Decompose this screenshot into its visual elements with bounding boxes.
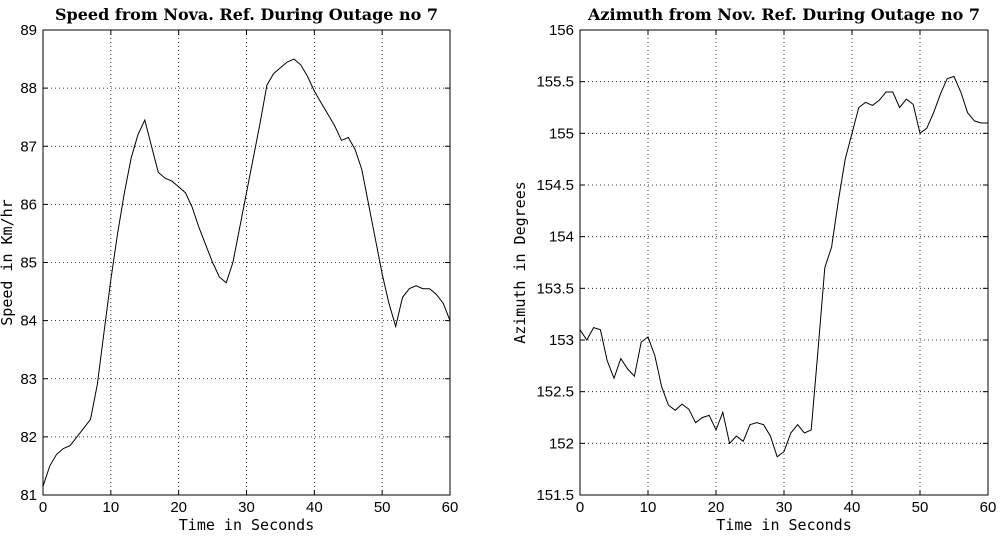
azimuth-chart: 0 10 20 30 40 50 60 151.5 152 152.5 153 153.5 154 154… [511, 5, 996, 534]
azimuth-ytick-label: 154 [549, 229, 574, 246]
azimuth-xtick-label: 40 [844, 499, 861, 516]
azimuth-ytick-label: 151.5 [536, 487, 574, 504]
azimuth-ytick-label: 155 [549, 125, 574, 142]
azimuth-ytick-label: 153.5 [536, 280, 574, 297]
azimuth-chart-title: Azimuth from Nov. Ref. During Outage no … [587, 5, 980, 24]
speed-x-axis-label: Time in Seconds [179, 516, 314, 534]
speed-y-axis-label: Speed in Km/hr [0, 199, 16, 325]
speed-ytick-label: 86 [20, 196, 37, 213]
speed-chart-title: Speed from Nova. Ref. During Outage no 7 [55, 5, 438, 24]
azimuth-ytick-label: 155.5 [536, 74, 574, 91]
azimuth-y-axis-label: Azimuth in Degrees [511, 181, 529, 344]
speed-xtick-label: 60 [442, 499, 459, 516]
azimuth-series-line [579, 75, 988, 458]
azimuth-ytick-label: 152 [549, 435, 574, 452]
speed-xtick-label: 30 [238, 499, 255, 516]
speed-ytick-label: 83 [20, 371, 37, 388]
speed-xtick-label: 40 [306, 499, 323, 516]
speed-ytick-label: 81 [20, 487, 37, 504]
speed-xtick-label: 50 [374, 499, 391, 516]
speed-ytick-label: 89 [20, 22, 37, 39]
speed-ytick-label: 87 [20, 138, 37, 155]
azimuth-xtick-label: 0 [576, 499, 584, 516]
speed-ytick-label: 88 [20, 80, 37, 97]
azimuth-xtick-label: 20 [708, 499, 725, 516]
speed-chart: 0 10 20 30 40 50 60 81 82 83 84 85 86 87 88 89 Speed fro… [0, 5, 458, 534]
speed-xtick-label: 10 [102, 499, 119, 516]
speed-xtick-label: 20 [170, 499, 187, 516]
speed-xtick-label: 0 [39, 499, 47, 516]
azimuth-ytick-label: 152.5 [536, 384, 574, 401]
azimuth-x-axis-label: Time in Seconds [716, 516, 851, 534]
azimuth-xtick-label: 60 [980, 499, 997, 516]
azimuth-xtick-label: 10 [640, 499, 657, 516]
azimuth-ytick-label: 156 [549, 22, 574, 39]
azimuth-ytick-label: 154.5 [536, 177, 574, 194]
speed-ytick-label: 85 [20, 255, 37, 272]
azimuth-xtick-label: 30 [776, 499, 793, 516]
azimuth-ytick-label: 153 [549, 332, 574, 349]
speed-series-line [42, 58, 451, 487]
speed-ytick-label: 84 [20, 313, 37, 330]
speed-ytick-label: 82 [20, 429, 37, 446]
azimuth-xtick-label: 50 [912, 499, 929, 516]
